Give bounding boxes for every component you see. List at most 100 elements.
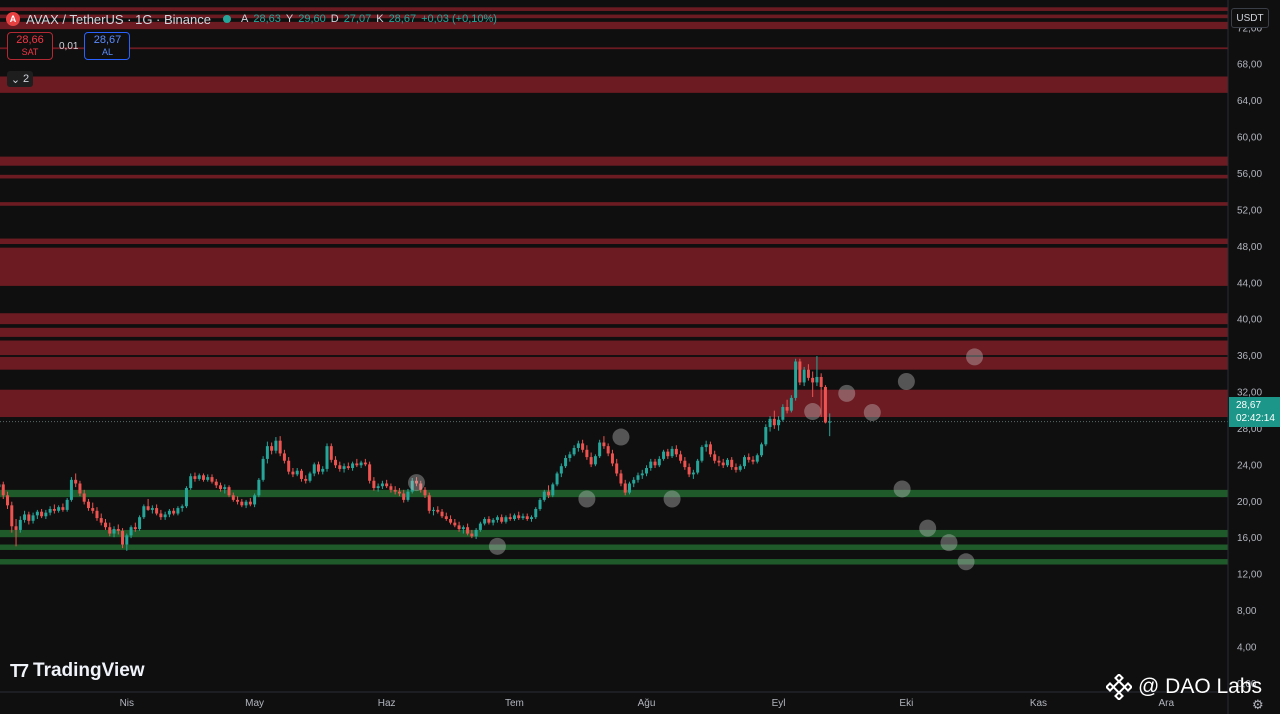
candle[interactable] (572, 445, 576, 457)
candle[interactable] (321, 466, 325, 475)
candle[interactable] (1, 481, 5, 499)
candle[interactable] (751, 456, 755, 465)
candle[interactable] (823, 385, 827, 424)
candle[interactable] (453, 519, 457, 528)
candle[interactable] (730, 457, 734, 470)
candle[interactable] (142, 504, 146, 519)
candle[interactable] (636, 472, 640, 483)
candle[interactable] (738, 464, 742, 472)
candle[interactable] (828, 413, 832, 437)
settings-gear-icon[interactable]: ⚙ (1252, 697, 1264, 712)
candle[interactable] (355, 458, 359, 468)
candle[interactable] (789, 395, 793, 413)
candle[interactable] (240, 498, 244, 508)
candle[interactable] (691, 469, 695, 479)
time-axis-labels[interactable]: NisMayHazTemAğuEylEkiKasAra202 (120, 698, 1280, 709)
symbol-title[interactable]: AVAX / TetherUS · 1G · Binance (26, 11, 211, 27)
candle[interactable] (764, 424, 768, 447)
candle[interactable] (559, 463, 563, 478)
candle[interactable] (530, 515, 533, 522)
candle[interactable] (372, 477, 376, 491)
resistance-zone[interactable] (0, 174, 1228, 179)
candle[interactable] (282, 449, 286, 464)
candle[interactable] (389, 483, 393, 493)
candle[interactable] (542, 489, 546, 502)
candle[interactable] (474, 528, 478, 540)
candle[interactable] (227, 485, 231, 498)
candle[interactable] (99, 513, 103, 526)
candle[interactable] (547, 485, 551, 499)
candle[interactable] (116, 524, 120, 535)
candle[interactable] (86, 498, 90, 511)
candle[interactable] (91, 502, 95, 514)
candle[interactable] (649, 458, 653, 471)
resistance-zone[interactable] (0, 76, 1228, 93)
candle[interactable] (640, 469, 644, 479)
candle[interactable] (619, 469, 623, 487)
candle[interactable] (6, 491, 10, 509)
candle[interactable] (623, 479, 627, 496)
candle[interactable] (512, 513, 516, 521)
candle[interactable] (670, 446, 674, 458)
candle[interactable] (427, 492, 431, 514)
resistance-zone[interactable] (0, 356, 1228, 370)
candle[interactable] (329, 443, 333, 463)
candle[interactable] (176, 506, 180, 516)
candle[interactable] (159, 509, 163, 520)
candle[interactable] (163, 511, 167, 520)
candle[interactable] (125, 533, 129, 551)
resistance-zone[interactable] (0, 7, 1228, 11)
candle[interactable] (167, 508, 171, 518)
candle[interactable] (683, 457, 687, 470)
resistance-zone[interactable] (0, 340, 1228, 356)
candle[interactable] (278, 436, 282, 457)
candle[interactable] (525, 513, 529, 521)
candle[interactable] (436, 506, 440, 514)
candle[interactable] (696, 458, 700, 475)
candle[interactable] (265, 441, 269, 464)
candle[interactable] (291, 468, 295, 478)
candle[interactable] (517, 511, 521, 520)
candle[interactable] (35, 509, 39, 519)
candle[interactable] (112, 526, 116, 538)
candle[interactable] (108, 522, 112, 537)
resistance-zone[interactable] (0, 202, 1228, 206)
candle[interactable] (368, 461, 372, 484)
candle[interactable] (253, 493, 257, 508)
candle[interactable] (0, 475, 1, 491)
candle[interactable] (150, 505, 154, 514)
candle[interactable] (534, 507, 538, 519)
price-axis[interactable] (1228, 0, 1280, 692)
candle[interactable] (585, 445, 589, 460)
candle[interactable] (568, 451, 572, 462)
candle[interactable] (342, 463, 346, 473)
candle[interactable] (248, 498, 252, 507)
candle[interactable] (487, 516, 491, 525)
candle[interactable] (602, 436, 606, 449)
candle[interactable] (359, 460, 363, 469)
candle[interactable] (768, 416, 772, 432)
candle[interactable] (504, 515, 508, 524)
candle[interactable] (700, 445, 704, 463)
candle[interactable] (206, 474, 210, 482)
candle[interactable] (95, 507, 99, 521)
candle[interactable] (121, 528, 125, 549)
candle[interactable] (747, 453, 751, 463)
candle[interactable] (806, 364, 810, 381)
candle[interactable] (397, 488, 401, 497)
candle[interactable] (69, 477, 73, 502)
candle[interactable] (419, 480, 423, 493)
candle[interactable] (223, 484, 227, 494)
candle[interactable] (666, 448, 670, 459)
candle[interactable] (133, 522, 137, 532)
candle[interactable] (674, 445, 678, 458)
candle[interactable] (478, 521, 482, 532)
support-zone[interactable] (0, 529, 1228, 538)
candle[interactable] (385, 479, 389, 489)
candle[interactable] (74, 473, 78, 488)
candle[interactable] (155, 504, 159, 516)
candle[interactable] (299, 468, 303, 482)
candle[interactable] (564, 455, 568, 469)
resistance-zone[interactable] (0, 156, 1228, 166)
candle[interactable] (538, 498, 542, 511)
